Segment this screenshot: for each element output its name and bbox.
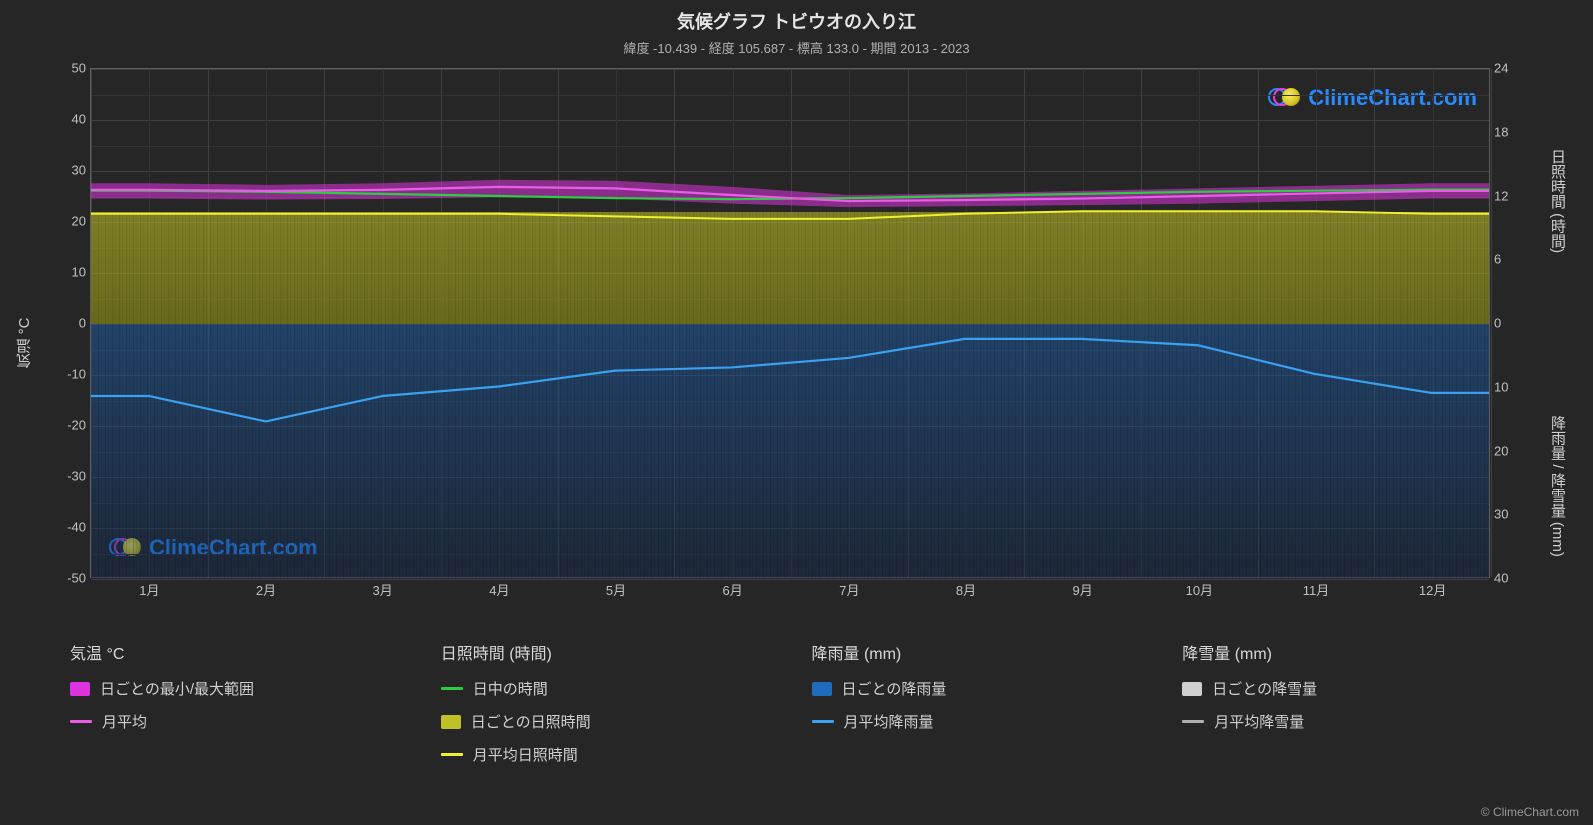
x-tick: 1月 [139,580,159,599]
legend-swatch-icon [812,682,832,696]
legend-label: 月平均日照時間 [473,744,578,765]
legend-swatch-icon [70,682,90,696]
legend-label: 日中の時間 [473,678,548,699]
y-right-tick: 18 [1494,124,1522,139]
legend-label: 日ごとの降雪量 [1212,678,1317,699]
legend-line-icon [441,753,463,756]
y-axis-right-bottom-label: 降雨量 / 降雪量 (mm) [1547,415,1568,557]
legend-item: 日中の時間 [441,678,792,699]
legend-line-icon [1182,720,1204,723]
y-left-tick: -20 [58,418,86,433]
legend-line-icon [812,720,834,723]
y-axis-right-top-label: 日照時間 (時間) [1547,148,1568,252]
y-left-tick: 30 [58,163,86,178]
copyright-text: © ClimeChart.com [1481,805,1579,819]
y-right-tick: 0 [1494,316,1522,331]
legend-label: 日ごとの降雨量 [842,678,947,699]
x-tick: 4月 [489,580,509,599]
legend-group: 日照時間 (時間) 日中の時間日ごとの日照時間月平均日照時間 [441,640,792,777]
legend-label: 月平均 [102,711,147,732]
y-right-tick: 12 [1494,188,1522,203]
y-right-tick: 40 [1494,571,1522,586]
x-tick: 9月 [1073,580,1093,599]
y-left-tick: 0 [58,316,86,331]
legend-label: 日ごとの最小/最大範囲 [100,678,254,699]
y-left-tick: -30 [58,469,86,484]
legend-item: 月平均 [70,711,421,732]
chart-container: 気温 °C 日照時間 (時間) 降雨量 / 降雪量 (mm) ClimeChar… [50,58,1530,628]
legend-label: 日ごとの日照時間 [471,711,591,732]
y-axis-left-label: 気温 °C [14,318,35,369]
y-left-tick: 40 [58,112,86,127]
legend-line-icon [441,687,463,690]
y-right-tick: 6 [1494,252,1522,267]
y-left-tick: -10 [58,367,86,382]
x-tick: 10月 [1186,580,1213,599]
x-tick: 2月 [256,580,276,599]
legend-label: 月平均降雨量 [844,711,934,732]
x-tick: 11月 [1303,580,1330,599]
legend-line-icon [70,720,92,723]
legend-swatch-icon [441,715,461,729]
y-left-tick: -50 [58,571,86,586]
legend-group: 降雨量 (mm) 日ごとの降雨量月平均降雨量 [812,640,1163,777]
x-tick: 8月 [956,580,976,599]
y-right-tick: 24 [1494,61,1522,76]
legend-item: 日ごとの降雨量 [812,678,1163,699]
legend-item: 日ごとの最小/最大範囲 [70,678,421,699]
legend-header: 気温 °C [70,640,421,664]
legend-group: 気温 °C 日ごとの最小/最大範囲月平均 [70,640,421,777]
chart-title: 気候グラフ トビウオの入り江 [0,8,1593,34]
rain-avg-line [91,339,1489,422]
chart-subtitle: 緯度 -10.439 - 経度 105.687 - 標高 133.0 - 期間 … [0,38,1593,57]
y-left-tick: 20 [58,214,86,229]
legend-header: 日照時間 (時間) [441,640,792,664]
legend: 気温 °C 日ごとの最小/最大範囲月平均 日照時間 (時間) 日中の時間日ごとの日照時… [70,640,1533,777]
y-right-tick: 20 [1494,443,1522,458]
legend-item: 月平均降雨量 [812,711,1163,732]
legend-header: 降雪量 (mm) [1182,640,1533,664]
legend-item: 日ごとの降雪量 [1182,678,1533,699]
x-tick: 12月 [1419,580,1446,599]
y-right-tick: 30 [1494,507,1522,522]
legend-item: 月平均降雪量 [1182,711,1533,732]
x-tick: 5月 [606,580,626,599]
plot-area: ClimeChart.com ClimeChart.com 1月2月3月4月5月… [90,68,1490,578]
x-tick: 3月 [373,580,393,599]
legend-group: 降雪量 (mm) 日ごとの降雪量月平均降雪量 [1182,640,1533,777]
legend-header: 降雨量 (mm) [812,640,1163,664]
y-right-tick: 10 [1494,379,1522,394]
y-left-tick: 50 [58,61,86,76]
title-block: 気候グラフ トビウオの入り江 緯度 -10.439 - 経度 105.687 -… [0,0,1593,57]
x-tick: 6月 [723,580,743,599]
legend-label: 月平均降雪量 [1214,711,1304,732]
y-left-tick: -40 [58,520,86,535]
legend-swatch-icon [1182,682,1202,696]
y-left-tick: 10 [58,265,86,280]
legend-item: 日ごとの日照時間 [441,711,792,732]
legend-item: 月平均日照時間 [441,744,792,765]
x-tick: 7月 [839,580,859,599]
